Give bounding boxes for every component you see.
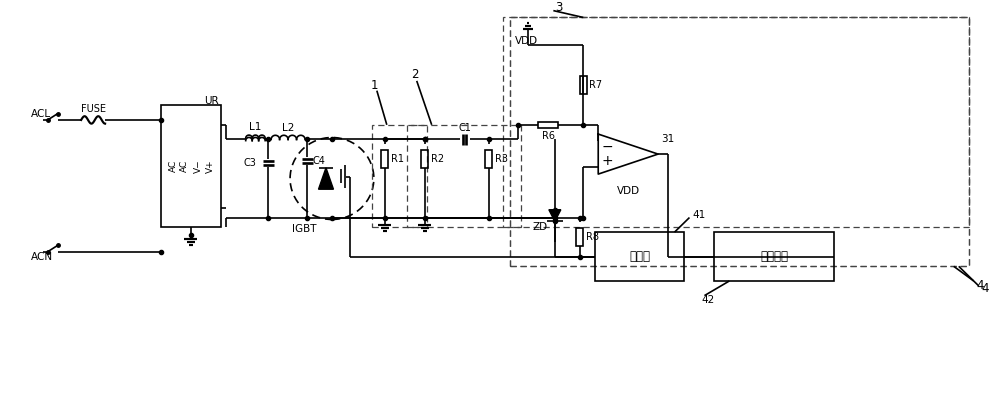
Polygon shape (549, 210, 561, 221)
Text: AC
AC: AC AC (168, 160, 189, 172)
Polygon shape (319, 168, 333, 189)
Bar (161, 105, 221, 227)
Text: C1: C1 (458, 123, 471, 133)
Text: L1: L1 (249, 122, 262, 132)
Bar (580, 76, 587, 93)
Text: VDD: VDD (515, 36, 538, 46)
Text: ACL: ACL (31, 109, 51, 119)
Text: V−
V+: V− V+ (194, 160, 214, 173)
Text: 2: 2 (411, 67, 418, 80)
Text: R1: R1 (391, 154, 404, 164)
Text: FUSE: FUSE (81, 104, 106, 114)
Text: 42: 42 (701, 295, 715, 305)
Text: IGBT: IGBT (292, 224, 316, 234)
Bar (503, 18, 969, 227)
Text: R3: R3 (495, 154, 508, 164)
Text: R8: R8 (586, 232, 599, 242)
Bar (372, 125, 427, 227)
Bar (381, 150, 388, 168)
Bar (407, 125, 521, 227)
Bar (538, 122, 558, 128)
Text: 31: 31 (661, 134, 674, 145)
Text: 微处理器: 微处理器 (760, 250, 788, 263)
Bar (595, 232, 684, 281)
Text: L2: L2 (282, 123, 294, 133)
Text: ZD: ZD (532, 222, 547, 232)
Text: R2: R2 (431, 154, 444, 164)
Text: 4: 4 (982, 282, 989, 295)
Text: VDD: VDD (617, 186, 640, 196)
Bar (714, 232, 834, 281)
Text: 驱动器: 驱动器 (629, 250, 650, 263)
Text: C4: C4 (312, 156, 325, 166)
Text: ACN: ACN (31, 251, 53, 261)
Bar (510, 18, 969, 266)
Text: 1: 1 (371, 79, 379, 92)
Text: 41: 41 (692, 210, 706, 220)
Bar (576, 228, 583, 246)
Text: −: − (601, 140, 613, 154)
Bar (510, 18, 969, 266)
Text: UR: UR (204, 96, 219, 106)
Text: +: + (601, 154, 613, 168)
Text: R7: R7 (589, 80, 602, 90)
Text: R6: R6 (542, 131, 555, 140)
Text: C3: C3 (243, 158, 256, 168)
Text: 3: 3 (555, 1, 563, 14)
Bar (421, 150, 428, 168)
Bar (485, 150, 492, 168)
Text: 4: 4 (977, 279, 984, 292)
